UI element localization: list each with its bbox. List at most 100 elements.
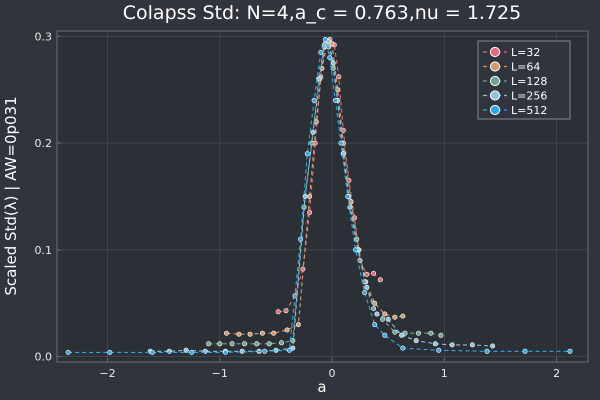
data-point (183, 347, 189, 353)
y-tick-label: 0.0 (35, 351, 53, 364)
data-point (278, 340, 284, 346)
data-point (327, 55, 333, 61)
data-point (317, 76, 323, 82)
data-point (222, 349, 228, 355)
data-point (364, 271, 370, 277)
x-tick-label: −1 (212, 367, 228, 380)
data-point (340, 151, 346, 157)
legend-entry: L=256 (483, 90, 547, 103)
data-point (346, 178, 352, 184)
data-point (65, 349, 71, 355)
data-point (400, 345, 406, 351)
data-point (283, 308, 289, 314)
data-point (399, 332, 405, 338)
data-point (322, 36, 328, 42)
axis-ticks: −2 −1 0 1 2 0.0 0.1 0.2 0.3 (35, 30, 561, 380)
data-point (295, 322, 301, 328)
data-point (392, 314, 398, 320)
data-point (372, 300, 378, 306)
data-point (382, 332, 388, 338)
data-point (271, 330, 277, 336)
legend-entry: L=64 (483, 61, 540, 74)
legend-label: L=128 (511, 75, 547, 88)
data-point (415, 330, 421, 336)
data-point (239, 348, 245, 354)
data-point (290, 345, 296, 351)
data-point (567, 348, 573, 354)
legend-marker (489, 61, 501, 72)
data-point (224, 330, 230, 336)
data-point (304, 151, 310, 157)
data-point (242, 341, 248, 347)
x-axis-label: a (317, 378, 326, 396)
data-point (318, 49, 324, 55)
data-point (484, 348, 490, 354)
data-point (362, 290, 368, 296)
data-point (217, 341, 223, 347)
legend-marker (489, 75, 501, 87)
data-point (298, 236, 304, 242)
data-point (392, 329, 398, 335)
y-tick-label: 0.3 (35, 30, 53, 43)
data-point (189, 349, 195, 355)
data-point (330, 60, 336, 66)
legend-entry: L=32 (483, 46, 540, 59)
data-point (377, 277, 383, 283)
series-line (150, 40, 493, 352)
data-point (307, 194, 313, 200)
data-point (259, 330, 265, 336)
data-point (326, 39, 332, 45)
data-point (469, 342, 475, 348)
x-tick-label: −2 (99, 367, 115, 380)
data-point (107, 349, 113, 355)
data-point (286, 347, 292, 353)
data-point (522, 348, 528, 354)
data-point (311, 97, 317, 103)
plot-frame (56, 30, 589, 363)
legend-entry: L=512 (483, 104, 547, 117)
data-point (206, 341, 212, 347)
legend-label: L=32 (511, 46, 540, 59)
legend-label: L=256 (511, 90, 547, 103)
chart-title: Colapss Std: N=4,a_c = 0.763,nu = 1.725 (123, 2, 521, 24)
data-point (229, 341, 235, 347)
data-point (345, 194, 351, 200)
data-point (400, 313, 406, 319)
data-point (449, 342, 455, 348)
data-point (372, 322, 378, 328)
data-point (247, 331, 253, 337)
legend-marker (489, 46, 501, 58)
legend-marker (489, 104, 501, 116)
y-axis-label: Scaled Std(λ) | AW=0p031 (2, 96, 20, 295)
data-point (413, 338, 419, 344)
series-layer (65, 36, 573, 355)
x-tick-label: 1 (441, 367, 448, 380)
data-point (432, 341, 438, 347)
data-point (266, 341, 272, 347)
data-point (428, 330, 434, 336)
data-point (338, 140, 344, 146)
x-tick-label: 0 (329, 367, 336, 380)
data-point (347, 204, 353, 210)
data-point (336, 74, 342, 80)
data-point (332, 97, 338, 103)
data-point (436, 347, 442, 353)
data-point (273, 347, 279, 353)
data-point (382, 311, 388, 317)
y-tick-label: 0.2 (35, 137, 53, 150)
legend-label: L=64 (511, 61, 540, 74)
data-point (490, 343, 496, 349)
x-tick-label: 2 (553, 367, 560, 380)
data-point (310, 129, 316, 135)
data-point (374, 311, 380, 317)
data-point (262, 348, 268, 354)
legend-entry: L=128 (483, 75, 547, 88)
series-l-512 (65, 36, 573, 355)
data-point (353, 247, 359, 253)
legend-label: L=512 (511, 104, 547, 117)
data-point (236, 331, 242, 337)
data-point (254, 341, 260, 347)
data-point (284, 327, 290, 333)
